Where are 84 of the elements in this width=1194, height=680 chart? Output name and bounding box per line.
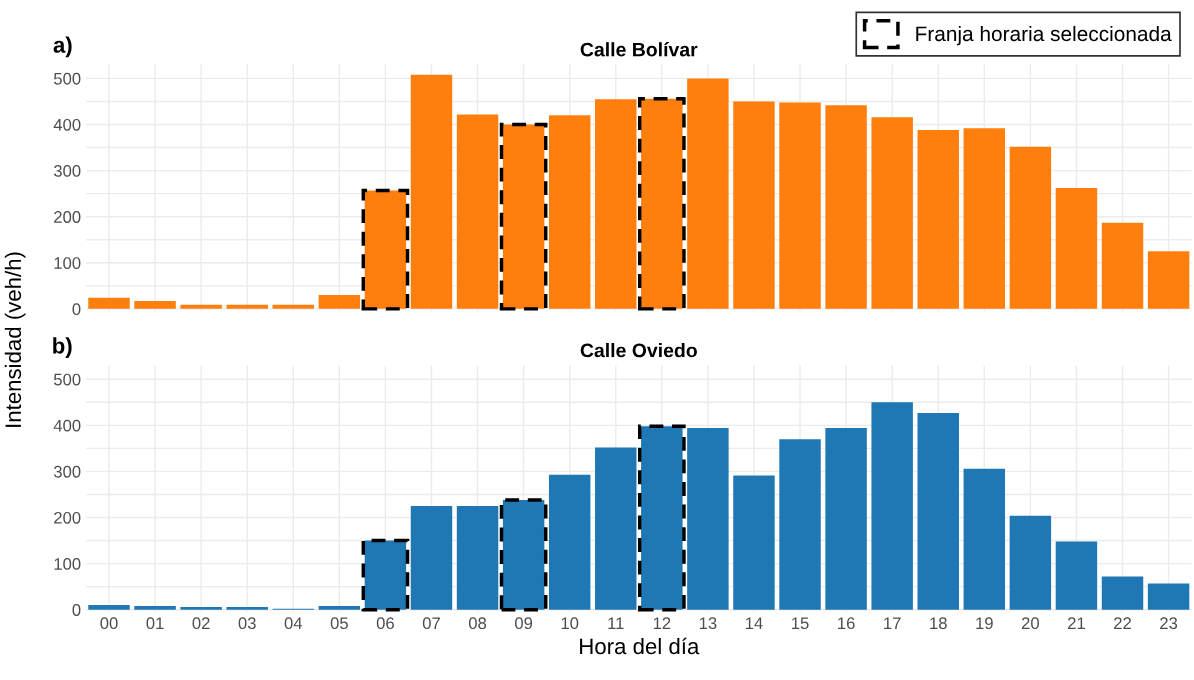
bar	[318, 606, 361, 610]
chart-title: Calle Oviedo	[580, 343, 697, 358]
x-tick-label: 21	[1068, 617, 1085, 629]
x-tick-label: 17	[884, 617, 901, 629]
y-tick-label: 200	[54, 511, 81, 524]
x-tick-label: 22	[1114, 617, 1131, 629]
bar	[825, 428, 867, 610]
bar	[88, 297, 130, 309]
legend-label: Franja horaria seleccionada	[916, 25, 1172, 46]
y-tick-label: 500	[53, 373, 81, 386]
bar	[871, 402, 913, 610]
bar	[226, 606, 268, 610]
bar	[871, 117, 913, 309]
bar	[779, 439, 821, 610]
y-tick-label: 400	[53, 419, 81, 432]
x-tick-label: 14	[745, 617, 763, 629]
x-tick-label: 07	[422, 617, 440, 630]
text: a)	[53, 36, 72, 58]
bar	[1055, 188, 1098, 309]
bar	[1009, 515, 1052, 610]
y-tick-label: 100	[54, 558, 81, 570]
bar	[548, 474, 591, 610]
x-tick-label: 11	[608, 617, 624, 629]
bar	[456, 506, 499, 610]
bar	[180, 606, 222, 610]
bar	[134, 606, 176, 610]
bar	[272, 304, 315, 309]
bar	[318, 295, 361, 309]
x-tick-label: 03	[238, 617, 256, 630]
bar	[917, 130, 959, 309]
bar	[779, 102, 821, 309]
chart-title: Calle Bolívar	[580, 42, 698, 57]
x-tick-label: 10	[561, 617, 579, 630]
x-axis-title: Hora del día	[580, 637, 700, 655]
y-tick-label: 100	[54, 257, 81, 269]
bar	[595, 99, 637, 309]
y-axis-title: Intensidad (veh/h)	[4, 252, 26, 427]
bar	[917, 412, 959, 610]
bar	[456, 114, 499, 309]
bar	[226, 304, 268, 309]
x-tick-label: 05	[330, 617, 348, 630]
x-tick-label: 02	[192, 617, 210, 630]
bar	[1101, 576, 1144, 610]
x-tick-label: 18	[930, 617, 947, 630]
bar	[134, 301, 176, 309]
bar	[410, 506, 453, 610]
bar	[88, 605, 130, 610]
y-tick-label: 300	[53, 465, 81, 478]
x-tick-label: 06	[376, 617, 394, 630]
x-tick-label: 08	[468, 617, 487, 630]
bar	[180, 304, 222, 309]
x-tick-label: 04	[284, 617, 303, 630]
x-tick-label: 16	[838, 617, 855, 630]
bar	[1147, 251, 1190, 309]
x-tick-label: 19	[976, 617, 993, 630]
bar	[733, 101, 775, 309]
bar	[687, 428, 729, 610]
x-tick-label: 20	[1021, 617, 1039, 630]
x-tick-label: 09	[515, 617, 533, 630]
bar	[595, 447, 637, 610]
bar	[1101, 222, 1144, 309]
bar	[963, 128, 1006, 309]
bar	[1009, 146, 1052, 309]
y-tick-label: 0	[72, 604, 81, 616]
bar	[733, 475, 775, 610]
bar	[1055, 541, 1098, 610]
bar	[548, 115, 591, 309]
bar	[687, 78, 729, 309]
x-tick-label: 12	[653, 617, 671, 629]
x-tick-label: 23	[1160, 617, 1178, 630]
x-tick-label: 01	[146, 617, 164, 630]
bar	[410, 74, 453, 309]
y-tick-label: 500	[53, 72, 81, 85]
y-tick-label: 400	[53, 118, 81, 131]
y-tick-label: 0	[72, 303, 81, 316]
y-tick-label: 300	[53, 165, 81, 177]
x-tick-label: 00	[100, 617, 118, 630]
bar	[1147, 583, 1190, 610]
y-tick-label: 200	[54, 211, 81, 223]
x-tick-label: 13	[699, 617, 717, 630]
text: b)	[53, 337, 72, 359]
x-tick-label: 15	[792, 617, 809, 630]
bar	[963, 468, 1006, 610]
bar	[825, 105, 867, 309]
